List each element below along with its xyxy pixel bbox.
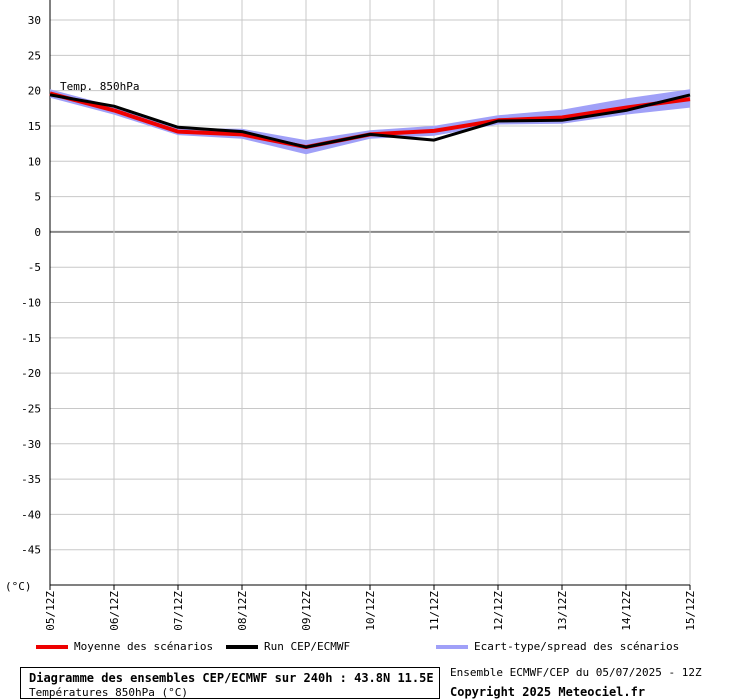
legend-item-spread: Ecart-type/spread des scénarios bbox=[436, 640, 679, 653]
y-tick-label: -30 bbox=[21, 438, 41, 451]
y-tick-label: -35 bbox=[21, 473, 41, 486]
y-tick-label: 30 bbox=[28, 14, 41, 27]
x-tick-label: 13/12Z bbox=[556, 591, 569, 631]
y-tick-label: -10 bbox=[21, 297, 41, 310]
y-tick-label: 5 bbox=[34, 191, 41, 204]
y-unit-label: (°C) bbox=[5, 580, 32, 593]
legend-item-mean: Moyenne des scénarios bbox=[36, 640, 213, 653]
legend-label-run: Run CEP/ECMWF bbox=[264, 640, 351, 653]
copyright: Copyright 2025 Meteociel.fr bbox=[450, 685, 646, 699]
y-tick-label: -5 bbox=[28, 261, 41, 274]
x-tick-label: 12/12Z bbox=[492, 591, 505, 631]
x-tick-label: 08/12Z bbox=[236, 591, 249, 631]
y-tick-label: 0 bbox=[34, 226, 41, 239]
x-tick-label: 07/12Z bbox=[172, 591, 185, 631]
x-tick-label: 09/12Z bbox=[300, 591, 313, 631]
legend-swatch-mean bbox=[36, 644, 68, 649]
x-tick-label: 05/12Z bbox=[44, 591, 57, 631]
y-tick-label: -40 bbox=[21, 508, 41, 521]
chart-title-box: Diagramme des ensembles CEP/ECMWF sur 24… bbox=[20, 667, 440, 699]
x-tick-label: 11/12Z bbox=[428, 591, 441, 631]
x-tick-label: 15/12Z bbox=[684, 591, 697, 631]
x-tick-label: 10/12Z bbox=[364, 591, 377, 631]
y-tick-label: 10 bbox=[28, 155, 41, 168]
ensemble-temperature-chart: 30 25 20 15 10 5 0 -5 -10 -15 -20 -25 -30 -35 -40 -45 05… bbox=[5, 0, 697, 631]
y-tick-label: 25 bbox=[28, 49, 41, 62]
chart-title: Diagramme des ensembles CEP/ECMWF sur 24… bbox=[29, 671, 434, 685]
y-tick-label: -45 bbox=[21, 544, 41, 557]
run-line bbox=[49, 93, 691, 149]
legend-label-mean: Moyenne des scénarios bbox=[74, 640, 214, 653]
y-tick-label: -20 bbox=[21, 367, 41, 380]
y-tick-label: -15 bbox=[21, 332, 41, 345]
chart-subtitle: Températures 850hPa (°C) bbox=[29, 686, 188, 699]
series-annotation: Temp. 850hPa bbox=[60, 80, 139, 93]
y-tick-label: 15 bbox=[28, 120, 41, 133]
legend-item-run: Run CEP/ECMWF bbox=[226, 640, 350, 653]
x-tick-label: 06/12Z bbox=[108, 591, 121, 631]
run-info: Ensemble ECMWF/CEP du 05/07/2025 - 12Z bbox=[450, 666, 702, 679]
legend-swatch-run bbox=[226, 644, 258, 649]
legend-swatch-spread bbox=[436, 644, 468, 649]
x-tick-label: 14/12Z bbox=[620, 591, 633, 631]
legend-label-spread: Ecart-type/spread des scénarios bbox=[474, 640, 680, 653]
y-tick-label: 20 bbox=[28, 85, 41, 98]
y-tick-label: -25 bbox=[21, 402, 41, 415]
